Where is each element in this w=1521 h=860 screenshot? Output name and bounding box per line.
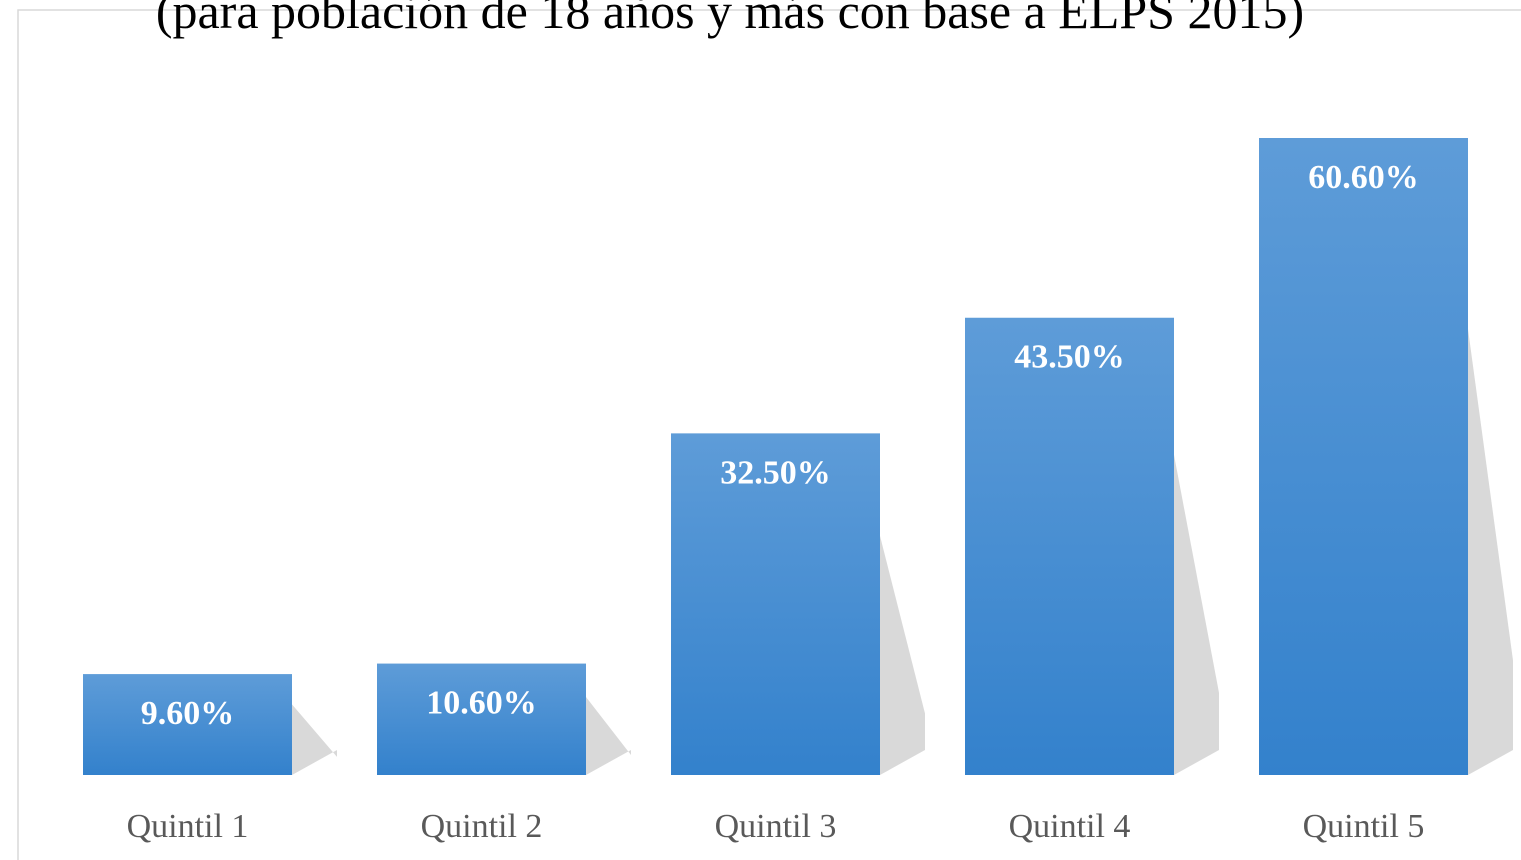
value-label: 10.60%: [426, 685, 537, 722]
x-tick-label: Quintil 4: [1009, 808, 1131, 845]
bar-shadow: [586, 697, 631, 775]
value-label: 60.60%: [1308, 159, 1419, 196]
chart-title: (para población de 18 años y más con bas…: [156, 0, 1304, 39]
bar: [671, 433, 880, 775]
bar-shadow: [1174, 454, 1219, 775]
bar: [83, 674, 292, 775]
value-label: 32.50%: [720, 454, 831, 491]
bar: [1259, 138, 1468, 775]
x-tick-label: Quintil 3: [715, 808, 837, 845]
bar: [965, 317, 1174, 775]
bar-shadow: [880, 535, 925, 775]
x-tick-label: Quintil 1: [127, 808, 249, 845]
bar: [377, 663, 586, 775]
x-tick-label: Quintil 2: [421, 808, 543, 845]
chart-frame: [17, 9, 1521, 860]
value-label: 9.60%: [141, 695, 235, 732]
bar-shadow: [1468, 329, 1513, 775]
value-label: 43.50%: [1014, 339, 1125, 376]
x-tick-label: Quintil 5: [1303, 808, 1425, 845]
bar-shadow: [292, 704, 337, 775]
